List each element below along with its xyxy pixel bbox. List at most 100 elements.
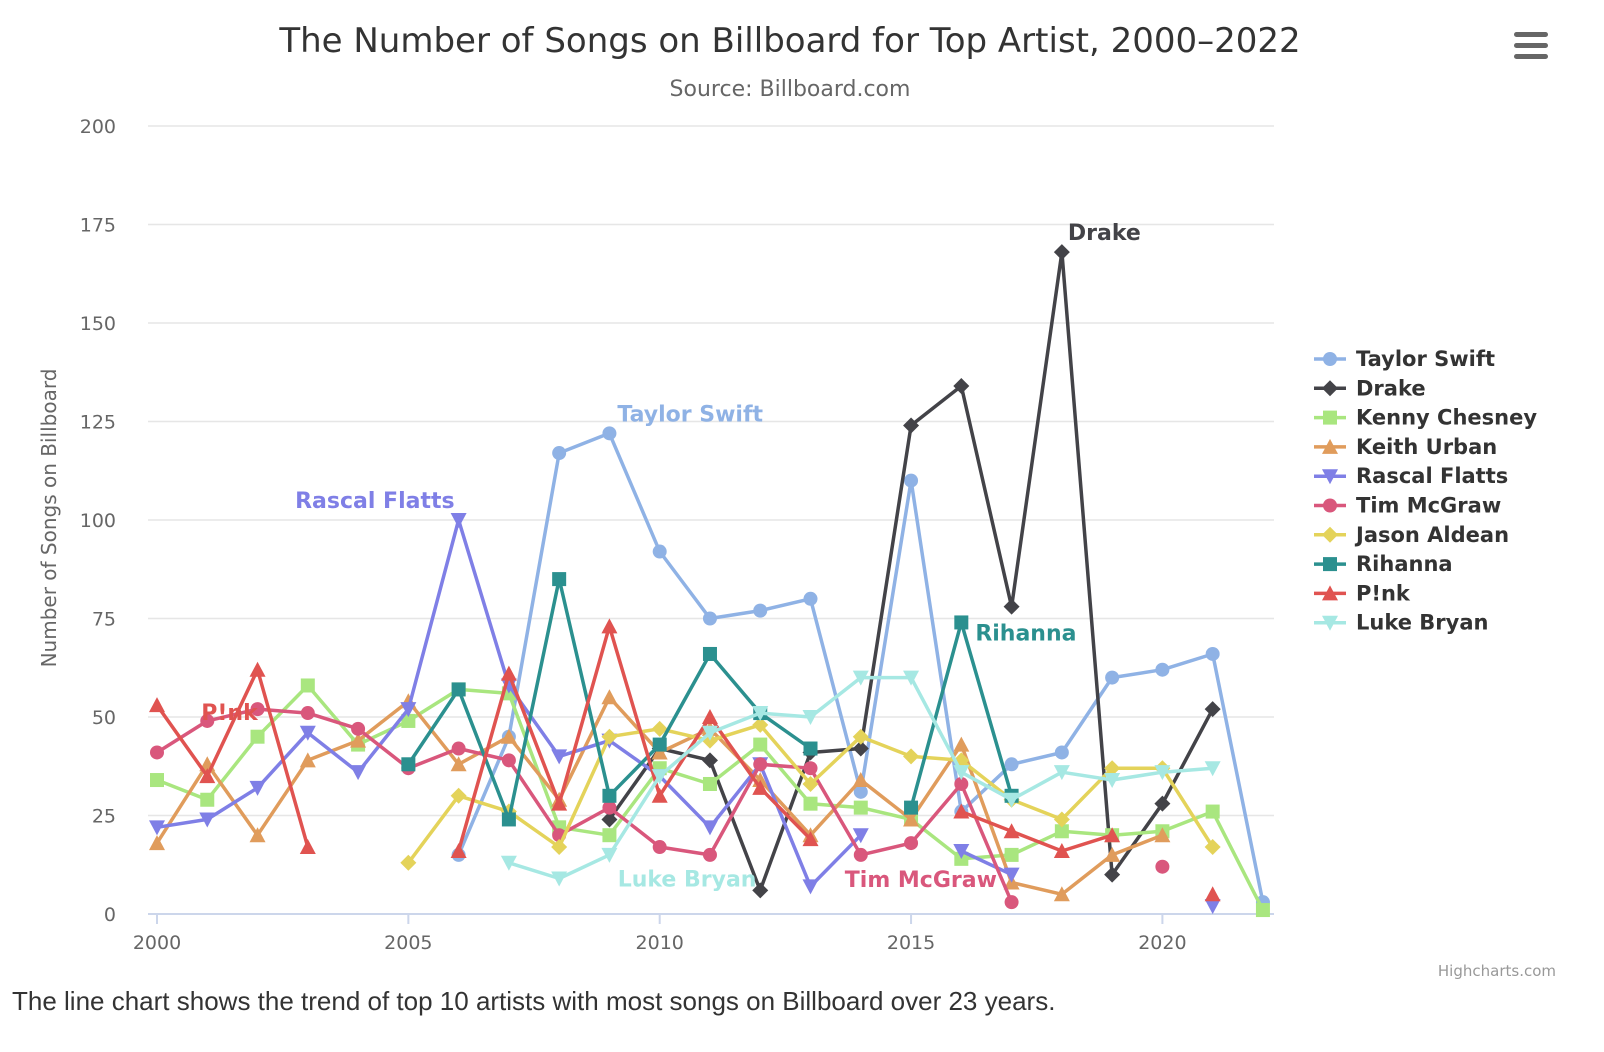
highcharts-credits[interactable]: Highcharts.com — [1437, 962, 1556, 980]
data-point-luke-bryan[interactable] — [1104, 773, 1121, 789]
data-point-p-nk[interactable] — [500, 665, 517, 681]
data-point-kenny-chesney[interactable] — [702, 776, 717, 791]
data-point-tim-mcgraw[interactable] — [803, 761, 818, 776]
data-point-keith-urban[interactable] — [450, 756, 467, 772]
data-point-drake[interactable] — [1154, 795, 1171, 812]
data-point-rascal-flatts[interactable] — [551, 749, 568, 765]
data-point-p-nk[interactable] — [953, 803, 970, 819]
data-point-luke-bryan[interactable] — [802, 710, 819, 725]
data-point-taylor-swift[interactable] — [552, 446, 567, 461]
data-point-rihanna[interactable] — [401, 757, 416, 772]
data-point-rascal-flatts[interactable] — [199, 812, 216, 828]
legend-item-rascal-flatts[interactable]: Rascal Flatts — [1314, 464, 1508, 488]
data-point-luke-bryan[interactable] — [701, 725, 718, 741]
data-point-taylor-swift[interactable] — [904, 473, 919, 488]
data-point-kenny-chesney[interactable] — [250, 729, 265, 744]
data-point-tim-mcgraw[interactable] — [702, 847, 717, 862]
data-point-jason-aldean[interactable] — [450, 787, 467, 804]
data-point-taylor-swift[interactable] — [1004, 757, 1019, 772]
data-point-drake[interactable] — [1003, 598, 1020, 615]
data-point-jason-aldean[interactable] — [651, 720, 668, 737]
data-point-taylor-swift[interactable] — [803, 591, 818, 606]
data-point-jason-aldean[interactable] — [551, 839, 568, 856]
data-point-rascal-flatts[interactable] — [802, 879, 819, 895]
data-point-jason-aldean[interactable] — [852, 728, 869, 745]
data-point-tim-mcgraw[interactable] — [853, 847, 868, 862]
data-point-jason-aldean[interactable] — [601, 728, 618, 745]
data-point-kenny-chesney[interactable] — [803, 796, 818, 811]
data-point-kenny-chesney[interactable] — [602, 828, 617, 843]
legend-item-taylor-swift[interactable]: Taylor Swift — [1314, 347, 1495, 371]
data-point-tim-mcgraw[interactable] — [904, 836, 919, 851]
data-point-luke-bryan[interactable] — [953, 765, 970, 781]
data-point-kenny-chesney[interactable] — [1004, 847, 1019, 862]
data-point-jason-aldean[interactable] — [802, 775, 819, 792]
data-point-rihanna[interactable] — [954, 615, 969, 630]
data-point-rascal-flatts[interactable] — [450, 513, 467, 528]
data-point-tim-mcgraw[interactable] — [602, 800, 617, 815]
data-point-p-nk[interactable] — [1104, 827, 1121, 843]
data-point-luke-bryan[interactable] — [903, 670, 920, 686]
data-point-keith-urban[interactable] — [299, 752, 316, 768]
legend-item-luke-bryan[interactable]: Luke Bryan — [1314, 611, 1488, 635]
data-point-kenny-chesney[interactable] — [150, 773, 164, 788]
data-point-tim-mcgraw[interactable] — [501, 753, 516, 768]
data-point-jason-aldean[interactable] — [1053, 811, 1070, 828]
legend-item-drake[interactable]: Drake — [1314, 376, 1426, 400]
data-point-tim-mcgraw[interactable] — [200, 713, 215, 728]
data-point-kenny-chesney[interactable] — [401, 713, 416, 728]
legend[interactable]: Taylor Swift Drake Kenny Chesney Keith Urba… — [1314, 347, 1537, 635]
data-point-p-nk[interactable] — [752, 779, 769, 795]
data-point-taylor-swift[interactable] — [652, 544, 667, 559]
data-point-rihanna[interactable] — [451, 682, 466, 697]
legend-item-tim-mcgraw[interactable]: Tim McGraw — [1314, 494, 1501, 518]
data-point-kenny-chesney[interactable] — [1205, 804, 1220, 819]
data-point-rascal-flatts[interactable] — [953, 843, 970, 859]
data-point-keith-urban[interactable] — [1154, 827, 1171, 843]
data-point-luke-bryan[interactable] — [1154, 765, 1171, 781]
data-point-luke-bryan[interactable] — [551, 871, 568, 887]
data-point-rascal-flatts[interactable] — [1003, 867, 1020, 883]
data-point-rihanna[interactable] — [602, 788, 617, 803]
legend-item-p-nk[interactable]: P!nk — [1314, 581, 1411, 605]
data-point-rihanna[interactable] — [552, 572, 567, 587]
data-point-taylor-swift[interactable] — [602, 426, 617, 441]
data-point-kenny-chesney[interactable] — [300, 678, 315, 693]
data-point-drake[interactable] — [1053, 244, 1070, 261]
data-point-luke-bryan[interactable] — [1003, 792, 1020, 808]
data-point-p-nk[interactable] — [1053, 842, 1070, 858]
data-point-taylor-swift[interactable] — [853, 784, 868, 799]
data-point-drake[interactable] — [701, 752, 718, 769]
data-point-luke-bryan[interactable] — [651, 769, 668, 785]
data-point-drake[interactable] — [1204, 701, 1221, 718]
data-point-tim-mcgraw[interactable] — [250, 702, 265, 717]
data-point-keith-urban[interactable] — [1053, 886, 1070, 902]
data-point-tim-mcgraw[interactable] — [954, 776, 969, 791]
data-point-tim-mcgraw[interactable] — [150, 745, 164, 760]
data-point-kenny-chesney[interactable] — [753, 737, 768, 752]
data-point-p-nk[interactable] — [651, 787, 668, 803]
data-point-p-nk[interactable] — [601, 618, 618, 634]
data-point-rascal-flatts[interactable] — [249, 780, 266, 796]
data-point-jason-aldean[interactable] — [1104, 760, 1121, 777]
data-point-p-nk[interactable] — [1204, 886, 1221, 902]
data-point-p-nk[interactable] — [802, 831, 819, 847]
data-point-tim-mcgraw[interactable] — [753, 757, 768, 772]
legend-item-kenny-chesney[interactable]: Kenny Chesney — [1314, 406, 1537, 430]
hamburger-menu-icon[interactable] — [1514, 32, 1548, 62]
data-point-p-nk[interactable] — [299, 839, 316, 855]
data-point-drake[interactable] — [601, 811, 618, 828]
data-point-rihanna[interactable] — [904, 800, 919, 815]
data-point-tim-mcgraw[interactable] — [1155, 859, 1170, 874]
data-point-kenny-chesney[interactable] — [1054, 824, 1069, 839]
legend-item-rihanna[interactable]: Rihanna — [1314, 552, 1453, 576]
data-point-rihanna[interactable] — [702, 646, 717, 661]
data-point-p-nk[interactable] — [701, 709, 718, 724]
legend-item-jason-aldean[interactable]: Jason Aldean — [1314, 523, 1509, 547]
data-point-keith-urban[interactable] — [903, 811, 920, 827]
data-point-keith-urban[interactable] — [249, 827, 266, 843]
data-point-p-nk[interactable] — [1003, 823, 1020, 839]
data-point-taylor-swift[interactable] — [1054, 745, 1069, 760]
data-point-drake[interactable] — [1104, 866, 1121, 883]
data-point-drake[interactable] — [852, 740, 869, 757]
